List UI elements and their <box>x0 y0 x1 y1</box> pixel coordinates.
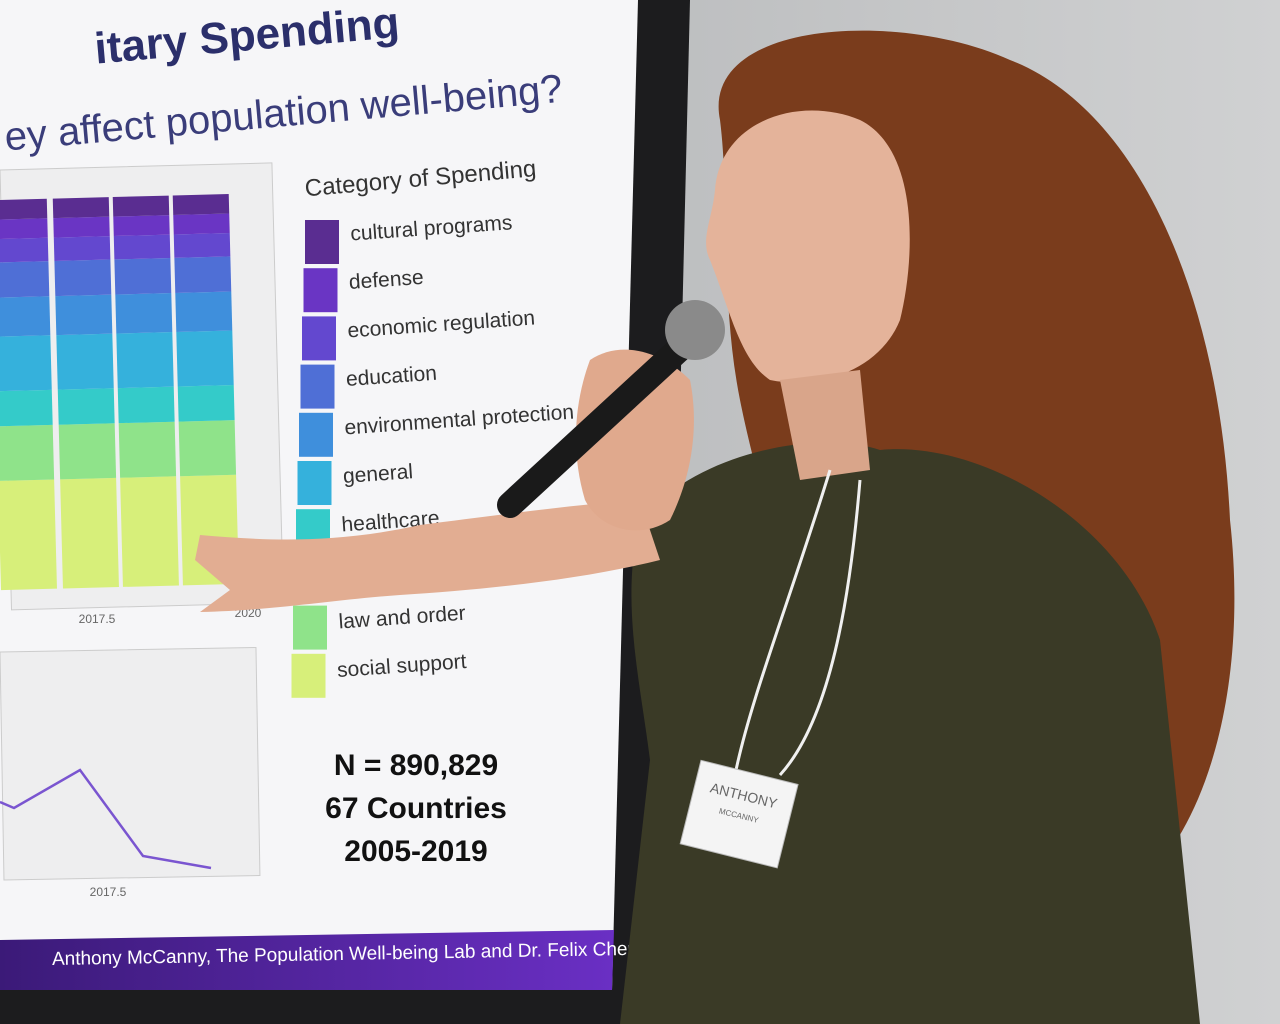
bar-segment <box>52 197 110 219</box>
legend-label: general <box>342 460 413 488</box>
bar-segment <box>0 479 57 591</box>
bar-segment <box>0 424 55 481</box>
bar-segment <box>0 335 52 392</box>
stacked-bars <box>0 194 239 591</box>
bar-segment <box>116 332 174 389</box>
bar-segment <box>178 420 237 477</box>
legend-swatch <box>299 412 333 457</box>
x-tick-label: 2017.5 <box>79 612 116 626</box>
shirt <box>620 442 1200 1024</box>
legend-swatch <box>305 220 339 264</box>
bar-segment <box>55 294 113 336</box>
bar-segment <box>58 423 117 480</box>
legend-swatch <box>302 316 336 361</box>
bottom-chart-panel <box>0 647 261 881</box>
bar-segment <box>118 421 177 478</box>
bar-segment <box>172 194 230 215</box>
bar-segment <box>0 198 48 220</box>
bar-segment <box>173 233 231 258</box>
stat-line: 2005-2019 <box>344 835 487 868</box>
stats: N = 890,829 67 Countries 2005-2019 <box>325 749 507 868</box>
bar-segment <box>0 389 53 427</box>
badge-card <box>679 759 799 869</box>
bar-segment <box>117 386 175 424</box>
slide-footer-band <box>0 930 614 990</box>
legend-swatch <box>303 268 338 313</box>
name-badge: ANTHONY MCCANNY <box>679 759 799 869</box>
bar-segment <box>115 293 173 334</box>
face <box>706 110 910 383</box>
bar-segment <box>114 257 172 295</box>
microphone-handle <box>497 317 713 518</box>
bar-segment <box>176 330 234 387</box>
bar-segment <box>0 296 51 337</box>
microphone-head <box>665 300 725 360</box>
bar-segment <box>0 218 48 240</box>
bar-segment <box>175 291 233 332</box>
legend-swatch <box>291 653 326 698</box>
bar-segment <box>53 216 110 238</box>
bar-segment <box>57 388 115 425</box>
bar-segment <box>0 237 49 263</box>
hand <box>575 349 694 531</box>
trend-line <box>0 768 212 870</box>
legend-swatch <box>300 364 335 409</box>
legend-label: defense <box>348 266 424 294</box>
bar-segment <box>177 385 235 422</box>
bar-segment <box>60 477 119 589</box>
bar-segment <box>113 215 170 237</box>
bar-segment <box>112 195 170 217</box>
x-tick-label: 2017.5 <box>90 885 127 899</box>
bar-segment <box>174 256 232 293</box>
bar-segment <box>53 236 111 262</box>
lanyard <box>733 469 862 777</box>
stat-line: 67 Countries <box>325 792 507 825</box>
bar-segment <box>54 259 112 297</box>
legend-swatch <box>293 605 327 650</box>
presenter: ANTHONY MCCANNY <box>195 30 1235 1024</box>
bar-segment <box>56 333 114 390</box>
stat-line: N = 890,829 <box>334 749 498 782</box>
legend-swatch <box>297 461 332 505</box>
arm <box>195 500 660 612</box>
neck <box>780 370 870 480</box>
bar-segment <box>113 234 171 260</box>
bar-segment <box>120 476 179 587</box>
bar-segment <box>173 213 230 235</box>
bar-segment <box>0 261 50 298</box>
